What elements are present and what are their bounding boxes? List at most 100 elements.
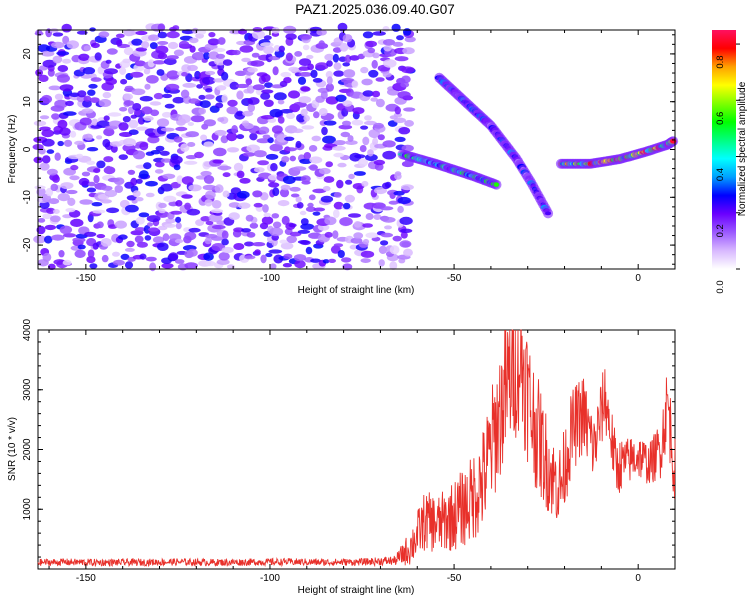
heat-cell: [84, 133, 93, 141]
heat-cell: [365, 213, 374, 220]
heat-cell: [175, 222, 182, 230]
heat-cell: [87, 181, 96, 187]
heat-cell: [158, 208, 166, 214]
heat-cell: [399, 216, 413, 225]
heat-cell: [77, 90, 87, 98]
heat-cell: [345, 179, 353, 185]
heat-cell: [42, 213, 53, 220]
heat-cell: [342, 62, 351, 67]
heat-cell: [391, 23, 401, 32]
heat-cell: [323, 120, 337, 126]
heat-cell: [394, 171, 402, 176]
heat-cell: [176, 175, 184, 185]
heat-cell: [50, 215, 61, 223]
heat-cell: [134, 235, 144, 244]
heat-cell: [332, 47, 342, 53]
heat-cell: [400, 184, 414, 191]
heat-cell: [157, 242, 169, 251]
heat-cell: [309, 156, 323, 164]
heat-cell: [284, 136, 295, 141]
heat-cell: [277, 200, 290, 207]
heat-cell: [301, 125, 315, 130]
heat-cell: [135, 30, 148, 36]
heat-cell: [324, 216, 337, 226]
heat-cell: [194, 151, 204, 159]
heat-cell: [128, 129, 139, 135]
heat-cell: [389, 245, 400, 255]
heat-cell: [62, 58, 72, 64]
heat-cell: [279, 239, 288, 244]
heat-cell: [373, 122, 384, 129]
heat-cell: [150, 109, 160, 117]
heat-cell: [54, 93, 64, 101]
heat-cell: [246, 85, 255, 94]
heat-cell: [269, 143, 283, 152]
heat-cell: [400, 66, 415, 74]
heat-cell: [39, 115, 50, 120]
heat-cell: [170, 210, 183, 215]
heat-cell: [89, 97, 100, 103]
heat-cell: [280, 184, 291, 191]
heat-cell: [402, 47, 415, 55]
heat-cell: [246, 231, 256, 238]
heat-cell: [102, 91, 112, 99]
heat-cell: [147, 222, 153, 227]
heat-cell: [265, 153, 279, 160]
heat-cell: [279, 188, 290, 198]
heat-cell: [199, 100, 211, 108]
heat-cell: [283, 253, 293, 260]
heat-cell: [337, 22, 348, 32]
heat-cell: [262, 204, 269, 213]
heat-cell: [361, 78, 373, 86]
snr-y-axis: 1000 2000 3000 4000: [22, 318, 675, 570]
heat-cell: [325, 83, 334, 92]
heat-cell: [362, 136, 370, 146]
x-tick-label: -100: [260, 573, 280, 584]
y-tick-label: 10: [22, 96, 33, 108]
heat-cell: [155, 145, 165, 152]
heat-cell: [37, 218, 46, 223]
heat-cell: [300, 175, 311, 183]
heat-cell: [137, 117, 145, 125]
heat-cell: [187, 248, 198, 257]
heat-cell: [313, 207, 326, 212]
snr-panel: -150 -100 -50 0 1000 2000 3000 4000 Height of …: [7, 318, 676, 596]
heat-cell: [65, 208, 76, 213]
heat-cell: [263, 35, 272, 41]
heat-cell: [256, 138, 271, 144]
heat-cell: [90, 42, 100, 49]
heat-cell: [143, 116, 154, 121]
heat-cell: [378, 259, 385, 267]
spectrogram-y-axis: -20 -10 0 10 20: [22, 34, 675, 265]
heat-cell: [282, 175, 296, 185]
colorbar: 0.0 0.2 0.4 0.6 0.8 Normalized spectral ampl…: [712, 30, 748, 294]
heat-cell: [127, 169, 136, 175]
heat-cell: [245, 78, 253, 86]
heat-cell: [382, 150, 397, 160]
heat-cell: [326, 60, 333, 67]
heat-cell: [231, 124, 238, 134]
heat-cell: [181, 29, 195, 35]
heat-cell: [354, 154, 366, 159]
heat-cell: [154, 161, 165, 168]
heat-cell: [381, 216, 396, 223]
heat-cell: [136, 126, 149, 131]
heat-cell: [361, 180, 369, 187]
heat-cell: [145, 256, 157, 262]
heat-cell: [257, 160, 269, 166]
snr-x-label: Height of straight line (km): [298, 585, 415, 596]
heat-cell: [172, 96, 185, 104]
heat-cell: [131, 88, 146, 96]
heat-cell: [245, 214, 254, 222]
heat-cell: [42, 252, 52, 262]
heat-cell: [180, 89, 190, 99]
heat-cell: [203, 175, 215, 184]
heat-cell: [178, 40, 190, 48]
heat-cell: [252, 190, 263, 198]
heat-cell: [365, 40, 378, 48]
x-tick-label: -150: [76, 573, 96, 584]
heat-cell: [353, 171, 366, 176]
heat-cell: [61, 23, 72, 33]
snr-y-label: SNR (10 * v/v): [7, 417, 18, 481]
